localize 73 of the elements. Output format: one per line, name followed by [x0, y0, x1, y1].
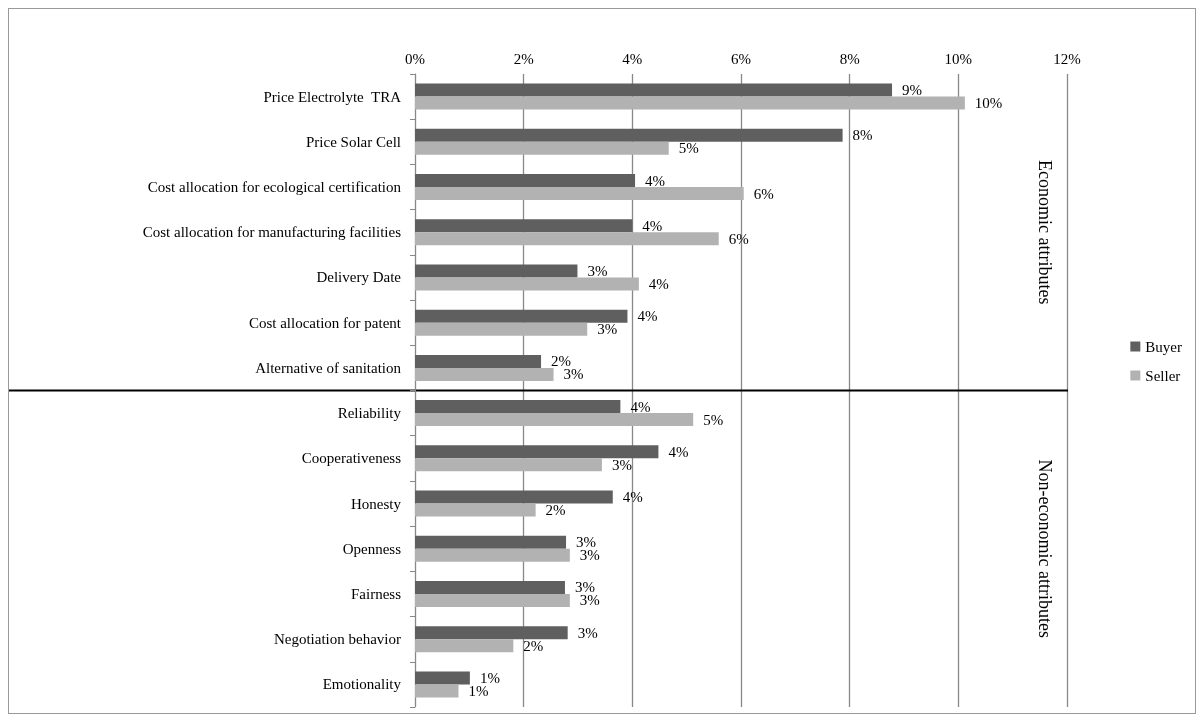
x-tick-label: 6%: [731, 50, 751, 67]
y-tick-label: Alternative of sanitation: [255, 359, 402, 376]
bar: [415, 141, 669, 155]
data-label: 3%: [611, 456, 632, 473]
data-label: 4%: [622, 489, 643, 506]
y-tick-label: Honesty: [351, 495, 402, 512]
bar: [415, 322, 588, 336]
bar: [415, 264, 578, 278]
bar: [415, 400, 621, 414]
bar: [415, 458, 602, 472]
bar: [415, 83, 893, 97]
y-tick-label: Negotiation behavior: [273, 631, 401, 648]
y-tick-label: Cooperativeness: [301, 450, 402, 467]
legend-label: Buyer: [1145, 338, 1183, 355]
bar: [415, 503, 536, 517]
bar: [415, 354, 542, 368]
bar: [415, 684, 459, 698]
bar: [415, 413, 694, 427]
data-label: 4%: [637, 308, 658, 325]
data-label: 3%: [577, 624, 598, 641]
annotation: Economic attributes: [1035, 160, 1055, 305]
y-tick-label: Cost allocation for ecological certification: [147, 179, 402, 196]
y-tick-label: Fairness: [351, 585, 402, 602]
bar: [415, 535, 567, 549]
bar: [415, 490, 613, 504]
x-tick-label: 2%: [513, 50, 534, 67]
bar: [415, 309, 628, 323]
x-tick-label: 8%: [839, 50, 860, 67]
bar: [415, 219, 633, 233]
data-label: 8%: [852, 127, 873, 144]
bar: [415, 187, 744, 201]
x-tick-label: 10%: [944, 50, 973, 67]
bar: [415, 580, 565, 594]
legend-label: Seller: [1145, 367, 1181, 384]
x-tick-label: 4%: [622, 50, 643, 67]
y-tick-label: Reliability: [337, 405, 402, 422]
bar: [415, 548, 570, 562]
bar: [415, 277, 639, 291]
bar: [415, 593, 570, 607]
data-label: 4%: [648, 275, 669, 292]
data-label: 2%: [523, 637, 544, 654]
bar: [415, 626, 568, 640]
data-label: 2%: [545, 502, 566, 519]
data-label: 4%: [642, 217, 663, 234]
bar: [415, 232, 719, 246]
data-label: 5%: [678, 140, 699, 157]
data-label: 6%: [753, 185, 774, 202]
data-label: 3%: [587, 262, 608, 279]
annotation: Non-economic attributes: [1035, 459, 1055, 638]
y-tick-label: Cost allocation for patent: [248, 314, 402, 331]
data-label: 9%: [902, 82, 923, 99]
bar: [415, 639, 514, 653]
y-tick-label: Delivery Date: [316, 269, 402, 286]
y-tick-label: Price Solar Cell: [306, 133, 401, 150]
y-tick-label: Emotionality: [322, 676, 402, 693]
x-tick-label: 0%: [405, 50, 425, 67]
data-label: 3%: [597, 321, 618, 338]
data-label: 4%: [645, 172, 666, 189]
bar: [415, 367, 554, 381]
data-label: 5%: [703, 411, 724, 428]
bar: [415, 174, 636, 188]
data-label: 4%: [630, 398, 651, 415]
y-tick-label: Openness: [342, 540, 402, 557]
bar: [415, 445, 659, 459]
bar: [415, 96, 965, 110]
data-label: 4%: [668, 443, 689, 460]
x-tick-label: 12%: [1053, 50, 1081, 67]
y-tick-label: Cost allocation for manufacturing facilities: [142, 224, 402, 241]
bar: [415, 128, 843, 142]
data-label: 6%: [728, 230, 749, 247]
y-tick-label: Price Electrolyte TRA: [263, 88, 402, 105]
data-label: 10%: [974, 95, 1003, 112]
bar: [415, 671, 470, 685]
